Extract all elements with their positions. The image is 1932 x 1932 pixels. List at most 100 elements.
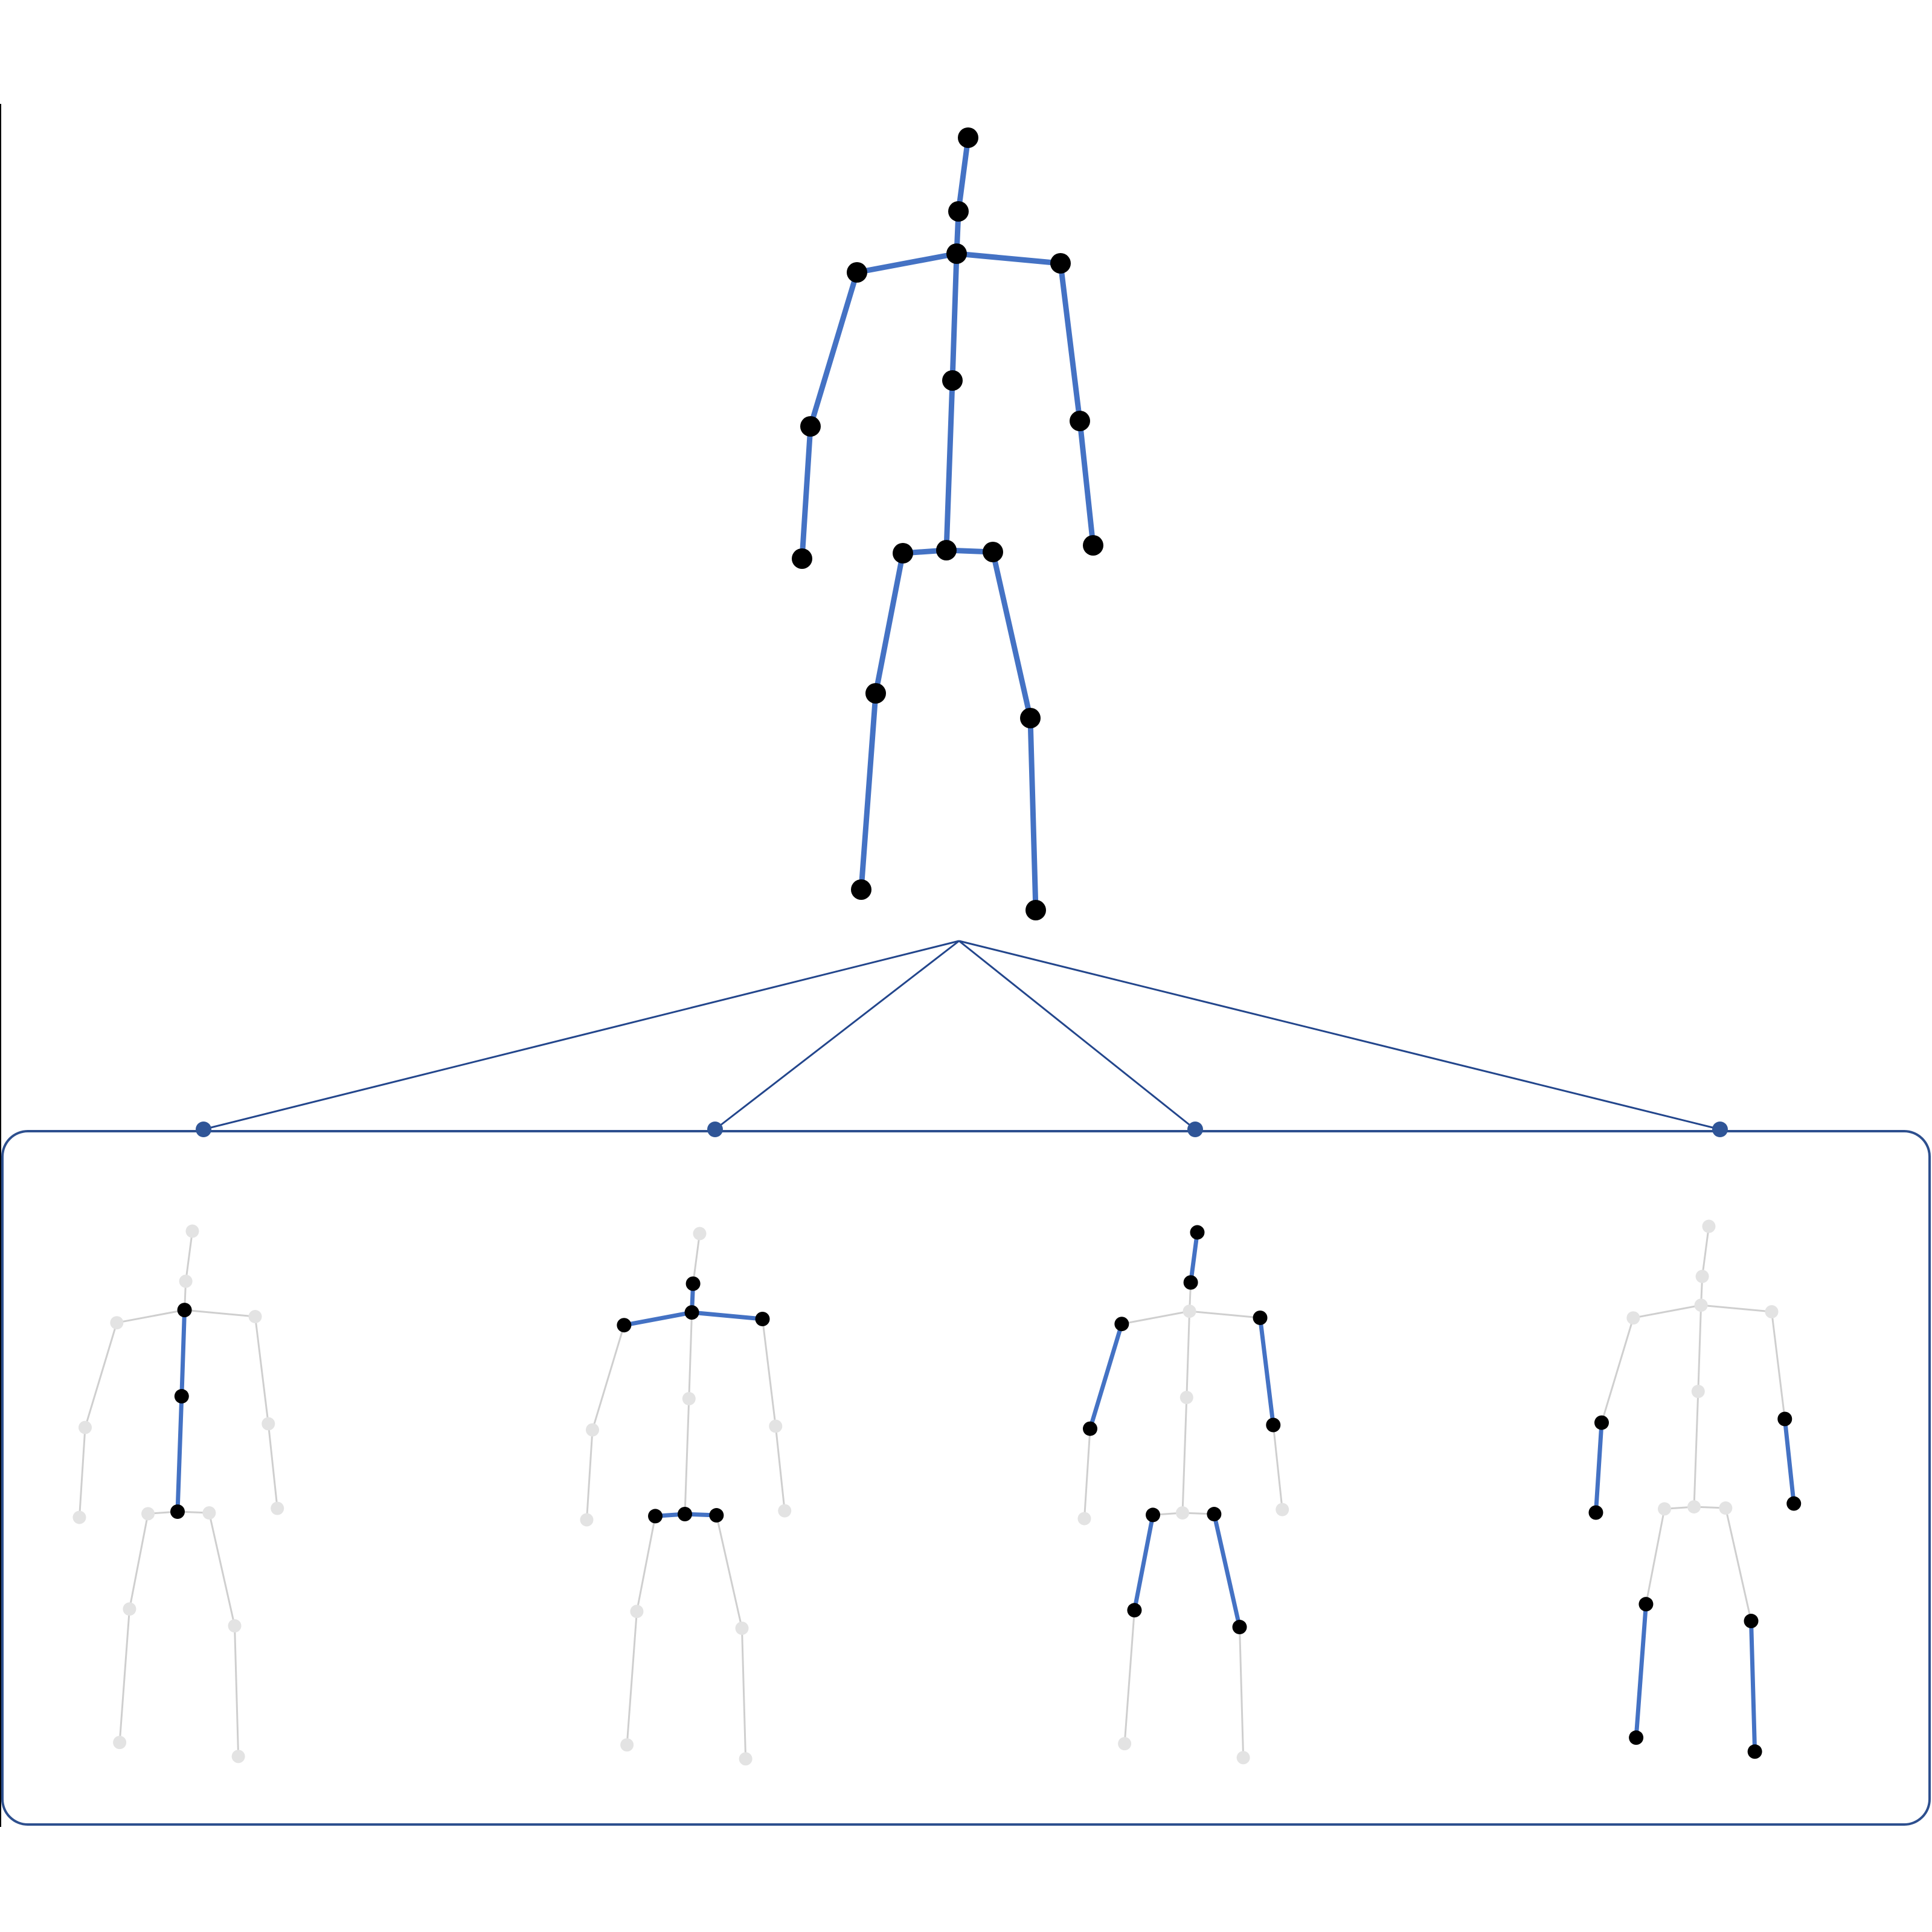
bone-r_shoulder-r_elbow: [762, 1318, 777, 1427]
part-spine: [72, 1224, 284, 1764]
joint-r_ankle: [739, 1752, 753, 1766]
bone-l_hip-l_knee: [1132, 1512, 1155, 1613]
joint-r_knee: [1232, 1620, 1247, 1635]
bone-r_knee-r_ankle: [741, 1627, 747, 1760]
bone-l_hip-l_knee: [1645, 1507, 1666, 1605]
joint-spine_top: [1183, 1305, 1196, 1318]
joint-r_elbow: [1777, 1411, 1792, 1427]
joint-l_hip: [648, 1509, 663, 1524]
joint-l_shoulder: [110, 1316, 124, 1330]
parts-group-box: [1, 1130, 1931, 1826]
bone-spine_top-spine_mid: [1186, 1310, 1191, 1399]
joint-neck: [179, 1274, 193, 1288]
joint-l_elbow: [79, 1420, 92, 1434]
joint-r_shoulder: [1253, 1311, 1268, 1325]
bone-head-neck: [955, 135, 971, 214]
joint-spine_top: [946, 243, 967, 264]
joint-l_ankle: [851, 879, 871, 900]
bone-l_hip-l_knee: [128, 1512, 149, 1610]
bone-r_shoulder-r_elbow: [1771, 1311, 1786, 1420]
bone-head-neck: [1189, 1230, 1199, 1285]
joint-r_wrist: [1083, 535, 1103, 556]
joint-neck: [685, 1276, 701, 1291]
joint-l_hip: [141, 1507, 155, 1521]
bone-r_hip-r_knee: [1724, 1507, 1753, 1622]
bone-r_hip-r_knee: [715, 1514, 743, 1629]
joint-l_wrist: [792, 548, 812, 569]
joint-spine_mid: [682, 1391, 696, 1405]
joint-spine_mid: [174, 1388, 189, 1404]
joint-r_hip: [202, 1506, 216, 1520]
joint-r_wrist: [778, 1504, 792, 1518]
joint-hip_center: [936, 540, 957, 560]
joint-head: [958, 127, 978, 148]
bone-spine_mid-hip_center: [684, 1398, 690, 1515]
bone-spine_top-l_shoulder: [115, 1309, 186, 1324]
bone-l_shoulder-l_elbow: [1088, 1321, 1124, 1431]
joint-r_hip: [1207, 1507, 1222, 1522]
joint-r_shoulder: [1765, 1305, 1779, 1318]
connector-line-2: [714, 940, 960, 1131]
joint-r_shoulder: [755, 1312, 770, 1326]
bone-spine_top-r_shoulder: [184, 1309, 257, 1318]
joint-l_hip: [893, 543, 913, 563]
bone-spine_top-r_shoulder: [690, 1310, 765, 1321]
bone-r_hip-r_knee: [208, 1512, 236, 1627]
connector-node-2: [707, 1122, 723, 1137]
bone-r_elbow-r_wrist: [1077, 418, 1096, 548]
bone-l_knee-l_ankle: [1634, 1602, 1648, 1740]
bone-r_shoulder-r_elbow: [1258, 1315, 1276, 1427]
joint-r_shoulder: [248, 1310, 262, 1323]
joint-r_elbow: [1266, 1417, 1281, 1433]
bone-l_elbow-l_wrist: [585, 1429, 594, 1521]
hierarchy-connectors: [1, 940, 1931, 1826]
joint-l_wrist: [580, 1513, 594, 1527]
joint-hip_center: [1687, 1500, 1701, 1513]
joint-l_elbow: [1594, 1415, 1609, 1430]
bone-l_shoulder-l_elbow: [591, 1324, 625, 1431]
joint-l_wrist: [72, 1510, 86, 1524]
joint-l_knee: [1127, 1603, 1142, 1618]
joint-l_shoulder: [617, 1318, 632, 1333]
joint-hip_center: [1176, 1506, 1189, 1520]
part-head-upper-limbs: [1077, 1225, 1289, 1765]
bone-l_elbow-l_wrist: [1593, 1420, 1604, 1515]
joint-r_wrist: [1276, 1503, 1289, 1516]
joint-spine_mid: [1691, 1384, 1705, 1398]
connector-line-3: [958, 940, 1196, 1131]
bone-head-neck: [692, 1233, 701, 1285]
joint-r_shoulder: [1050, 253, 1071, 274]
joint-r_ankle: [1747, 1744, 1762, 1759]
joint-l_knee: [123, 1602, 136, 1616]
part-torso: [580, 1227, 792, 1766]
joint-l_wrist: [1077, 1512, 1091, 1526]
bone-r_elbow-r_wrist: [1782, 1416, 1796, 1506]
joint-l_wrist: [1588, 1505, 1603, 1520]
joint-l_elbow: [800, 416, 821, 437]
bone-r_knee-r_ankle: [234, 1625, 240, 1757]
bone-spine_top-spine_mid: [179, 1308, 187, 1399]
joint-head: [1190, 1225, 1205, 1240]
bone-r_knee-r_ankle: [1749, 1619, 1757, 1754]
joint-r_wrist: [1786, 1496, 1802, 1511]
bone-spine_mid-hip_center: [1181, 1396, 1188, 1514]
joint-r_knee: [228, 1619, 242, 1633]
bone-head-neck: [1701, 1225, 1710, 1278]
bone-spine_top-l_shoulder: [621, 1310, 695, 1327]
joint-r_ankle: [231, 1750, 245, 1764]
bone-l_elbow-l_wrist: [799, 423, 814, 562]
bone-spine_top-r_shoulder: [1700, 1304, 1773, 1313]
joint-l_knee: [865, 683, 886, 704]
joint-neck: [948, 201, 969, 222]
joint-r_elbow: [262, 1417, 275, 1431]
joint-r_ankle: [1025, 900, 1046, 920]
joint-head: [693, 1227, 707, 1240]
bone-r_elbow-r_wrist: [774, 1425, 786, 1512]
bone-spine_mid-hip_center: [175, 1394, 184, 1514]
bone-spine_top-l_shoulder: [1120, 1310, 1191, 1325]
joint-head: [1702, 1219, 1716, 1233]
bone-spine_mid-hip_center: [943, 377, 955, 553]
bone-r_knee-r_ankle: [1239, 1626, 1245, 1759]
joint-l_ankle: [620, 1738, 634, 1752]
